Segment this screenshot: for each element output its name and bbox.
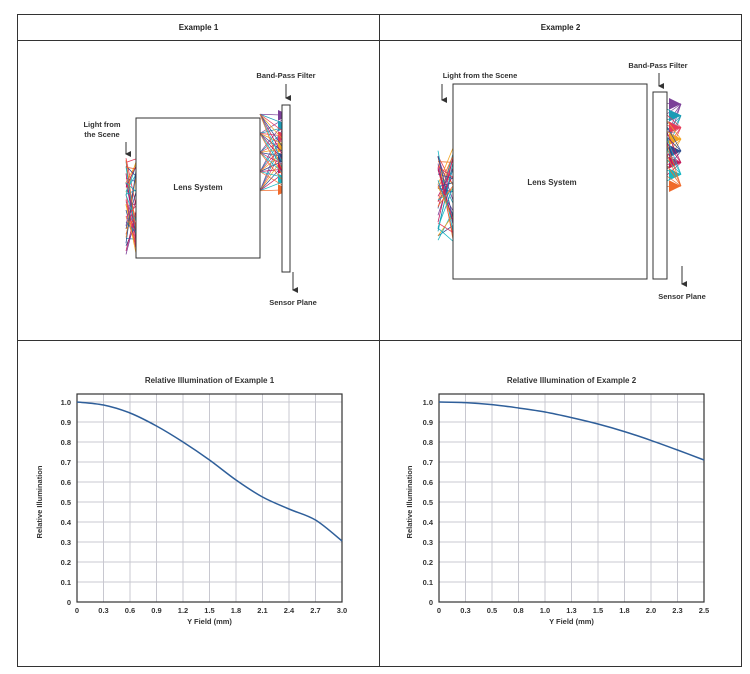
x-tick-label: 0.6	[125, 606, 135, 615]
y-tick-label: 0.4	[423, 518, 434, 527]
y-axis-label: Relative Illumination	[35, 465, 44, 538]
x-tick-label: 2.4	[284, 606, 295, 615]
lens-label-2: Lens System	[527, 178, 576, 187]
x-tick-label: 1.5	[593, 606, 603, 615]
y-tick-label: 0.7	[423, 458, 433, 467]
x-tick-label: 3.0	[337, 606, 347, 615]
y-tick-label: 0.9	[61, 418, 71, 427]
y-tick-label: 1.0	[61, 398, 71, 407]
y-tick-label: 0.5	[423, 498, 433, 507]
x-tick-label: 1.2	[178, 606, 188, 615]
y-tick-label: 0.6	[423, 478, 433, 487]
light-label-2: Light from the Scene	[443, 71, 518, 80]
y-tick-label: 0.8	[61, 438, 71, 447]
x-axis-label: Y Field (mm)	[187, 617, 232, 626]
y-tick-label: 0.3	[61, 538, 71, 547]
x-tick-label: 2.3	[672, 606, 682, 615]
light-label-1a: Light from	[83, 120, 120, 129]
x-tick-label: 1.3	[566, 606, 576, 615]
figure: Example 1 Example 2 Lens System Light fr…	[0, 0, 750, 674]
x-tick-label: 0.5	[487, 606, 497, 615]
light-ray-cone	[669, 133, 681, 145]
y-tick-label: 0.7	[61, 458, 71, 467]
lens-label-1: Lens System	[173, 183, 222, 192]
filter-label-2: Band-Pass Filter	[628, 61, 687, 70]
x-tick-label: 0	[75, 606, 79, 615]
y-tick-label: 0.9	[423, 418, 433, 427]
x-tick-label: 2.0	[646, 606, 656, 615]
x-tick-label: 1.5	[204, 606, 214, 615]
x-axis-label: Y Field (mm)	[549, 617, 594, 626]
y-tick-label: 0.6	[61, 478, 71, 487]
y-axis-label: Relative Illumination	[405, 465, 414, 538]
light-ray	[126, 159, 136, 163]
x-tick-label: 2.1	[257, 606, 267, 615]
y-tick-label: 0.2	[423, 558, 433, 567]
sensor-label-1: Sensor Plane	[269, 298, 317, 307]
x-tick-label: 2.7	[310, 606, 320, 615]
y-tick-label: 0.1	[61, 578, 71, 587]
chart-title: Relative Illumination of Example 1	[145, 376, 275, 385]
y-tick-label: 0	[67, 598, 71, 607]
chart-example-2: Relative Illumination of Example 2 0 0.3 0.…	[379, 340, 742, 667]
chart-example-1: Relative Illumination of Example 1 0 0.3 0.…	[17, 340, 380, 667]
x-tick-label: 0.8	[513, 606, 523, 615]
chart-title: Relative Illumination of Example 2	[507, 376, 637, 385]
band-pass-filter-2	[653, 92, 667, 279]
y-tick-label: 1.0	[423, 398, 433, 407]
x-tick-label: 1.0	[540, 606, 550, 615]
sensor-label-2: Sensor Plane	[658, 292, 706, 301]
x-tick-label: 0	[437, 606, 441, 615]
x-tick-label: 0.9	[151, 606, 161, 615]
light-rays-2	[438, 98, 681, 241]
y-tick-label: 0.5	[61, 498, 71, 507]
x-tick-label: 0.3	[98, 606, 108, 615]
y-tick-label: 0.2	[61, 558, 71, 567]
y-tick-label: 0.8	[423, 438, 433, 447]
x-tick-label: 1.8	[231, 606, 241, 615]
y-tick-label: 0.4	[61, 518, 72, 527]
band-pass-filter-1	[282, 105, 290, 272]
y-tick-label: 0	[429, 598, 433, 607]
x-tick-label: 2.5	[699, 606, 709, 615]
light-label-1b: the Scene	[84, 130, 119, 139]
filter-label-1: Band-Pass Filter	[256, 71, 315, 80]
x-tick-label: 1.8	[619, 606, 629, 615]
x-tick-label: 0.3	[460, 606, 470, 615]
y-tick-label: 0.1	[423, 578, 433, 587]
y-tick-label: 0.3	[423, 538, 433, 547]
